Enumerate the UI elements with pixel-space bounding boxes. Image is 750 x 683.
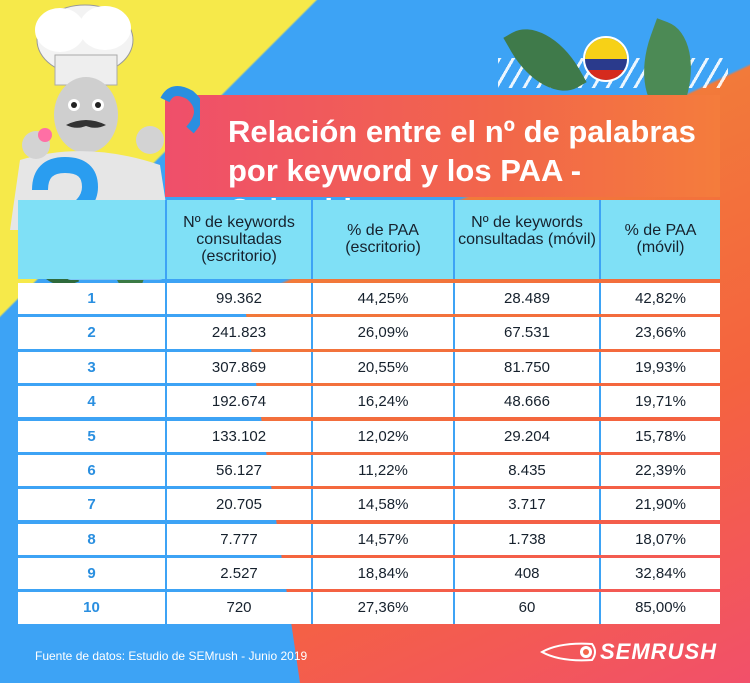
cell-row-index: 3 xyxy=(87,358,96,376)
cell-mobile-keywords: 48.666 xyxy=(453,386,599,418)
cell-mobile-keywords: 60 xyxy=(453,592,599,624)
cell-mobile-paa: 42,82% xyxy=(599,283,720,315)
cell-row-index: 1 xyxy=(87,290,96,307)
cell-mobile-keywords: 8.435 xyxy=(453,454,599,487)
chef-with-question-mark-illustration xyxy=(10,4,200,280)
cell-desktop-keywords: 7.777 xyxy=(165,523,311,555)
cell-mobile-keywords: 29.204 xyxy=(453,420,599,452)
cell-desktop-paa: 11,22% xyxy=(311,454,453,487)
cell-mobile-paa: 18,07% xyxy=(599,523,720,555)
cell-desktop-paa: 26,09% xyxy=(311,317,453,349)
cell-mobile-paa: 22,39% xyxy=(599,454,720,487)
cell-mobile-keywords: 1.738 xyxy=(453,523,599,555)
cell-mobile-paa: 15,78% xyxy=(599,420,720,452)
cell-row-index: 5 xyxy=(87,427,96,445)
table-row: 5 133.102 12,02% 29.204 15,78% xyxy=(18,420,720,452)
cell-desktop-paa: 27,36% xyxy=(311,592,453,624)
cell-desktop-paa: 14,57% xyxy=(311,523,453,555)
cell-row-index: 7 xyxy=(87,496,96,514)
cell-mobile-paa: 19,71% xyxy=(599,386,720,418)
header-index xyxy=(18,200,165,279)
table-row: 6 56.127 11,22% 8.435 22,39% xyxy=(18,454,720,487)
cell-row-index: 2 xyxy=(87,324,96,342)
cell-desktop-keywords: 99.362 xyxy=(165,283,311,315)
cell-desktop-keywords: 20.705 xyxy=(165,489,311,521)
cell-desktop-paa: 18,84% xyxy=(311,558,453,590)
semrush-fire-icon xyxy=(540,642,596,662)
table-row: 9 2.527 18,84% 408 32,84% xyxy=(18,558,720,590)
semrush-logo: SEMRUSH xyxy=(540,638,717,666)
cell-row-index: 9 xyxy=(87,565,96,582)
cell-desktop-keywords: 720 xyxy=(165,592,311,624)
cell-desktop-keywords: 241.823 xyxy=(165,317,311,349)
table-body: 1 99.362 44,25% 28.489 42,82% 2 241.823 26,09% 6… xyxy=(18,283,720,624)
cell-desktop-paa: 12,02% xyxy=(311,420,453,452)
cell-row-index: 10 xyxy=(83,599,100,617)
table-row: 8 7.777 14,57% 1.738 18,07% xyxy=(18,523,720,555)
cell-desktop-paa: 14,58% xyxy=(311,489,453,521)
title-line-1: Relación entre el nº de palabras xyxy=(228,114,696,149)
title-panel xyxy=(165,95,720,197)
cell-mobile-paa: 21,90% xyxy=(599,489,720,521)
semrush-logo-text: SEMRUSH xyxy=(600,639,718,664)
cell-desktop-keywords: 56.127 xyxy=(165,454,311,487)
cell-mobile-keywords: 3.717 xyxy=(453,489,599,521)
cell-row-index: 4 xyxy=(87,393,96,411)
header-desktop-keywords: Nº de keywords consultadas (escritorio) xyxy=(165,200,311,279)
header-mobile-paa: % de PAA (móvil) xyxy=(599,200,720,279)
header-mobile-keywords: Nº de keywords consultadas (móvil) xyxy=(453,200,599,279)
data-table: Nº de keywords consultadas (escritorio) … xyxy=(18,200,720,624)
page-title: Relación entre el nº de palabras por key… xyxy=(228,112,708,229)
cell-desktop-paa: 44,25% xyxy=(311,283,453,315)
cell-mobile-keywords: 28.489 xyxy=(453,283,599,315)
cell-desktop-paa: 20,55% xyxy=(311,351,453,383)
table-row: 2 241.823 26,09% 67.531 23,66% xyxy=(18,317,720,349)
table-row: 7 20.705 14,58% 3.717 21,90% xyxy=(18,489,720,521)
table-row: 1 99.362 44,25% 28.489 42,82% xyxy=(18,283,720,315)
cell-mobile-keywords: 81.750 xyxy=(453,351,599,383)
header-desktop-paa: % de PAA (escritorio) xyxy=(311,200,453,279)
colombia-flag-icon xyxy=(583,36,629,82)
table-header: Nº de keywords consultadas (escritorio) … xyxy=(18,200,720,279)
cell-desktop-keywords: 307.869 xyxy=(165,351,311,383)
cell-row-index: 6 xyxy=(87,461,96,479)
table-row: 3 307.869 20,55% 81.750 19,93% xyxy=(18,351,720,383)
cell-mobile-paa: 85,00% xyxy=(599,592,720,624)
cell-desktop-keywords: 192.674 xyxy=(165,386,311,418)
cell-desktop-keywords: 133.102 xyxy=(165,420,311,452)
cell-desktop-paa: 16,24% xyxy=(311,386,453,418)
cell-mobile-keywords: 67.531 xyxy=(453,317,599,349)
cell-mobile-paa: 23,66% xyxy=(599,317,720,349)
table-row: 10 720 27,36% 60 85,00% xyxy=(18,592,720,624)
cell-mobile-keywords: 408 xyxy=(453,558,599,590)
cell-row-index: 8 xyxy=(87,530,96,548)
cell-mobile-paa: 32,84% xyxy=(599,558,720,590)
data-source-footer: Fuente de datos: Estudio de SEMrush - Ju… xyxy=(35,649,308,663)
table-row: 4 192.674 16,24% 48.666 19,71% xyxy=(18,386,720,418)
cell-mobile-paa: 19,93% xyxy=(599,351,720,383)
cell-desktop-keywords: 2.527 xyxy=(165,558,311,590)
